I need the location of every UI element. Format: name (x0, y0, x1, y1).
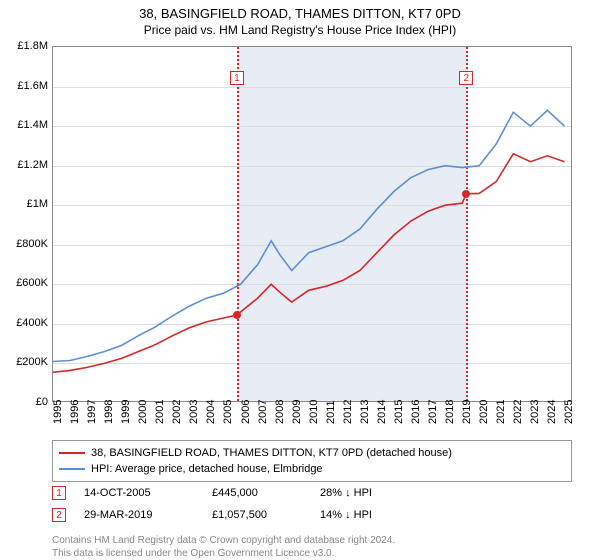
x-axis-label: 2018 (444, 400, 456, 424)
x-axis-label: 2007 (257, 400, 269, 424)
x-axis-label: 2005 (222, 400, 234, 424)
chart-area: 12 £0£200K£400K£600K£800K£1M£1.2M£1.4M£1… (52, 46, 572, 402)
footer: Contains HM Land Registry data © Crown c… (52, 534, 395, 560)
legend-swatch (59, 468, 85, 470)
sale-row: 2 29-MAR-2019 £1,057,500 14% ↓ HPI (52, 508, 572, 522)
sale-price: £1,057,500 (212, 509, 302, 521)
series-line (53, 110, 565, 361)
x-axis-label: 2010 (308, 400, 320, 424)
x-axis-label: 2013 (359, 400, 371, 424)
plot-region: 12 (52, 46, 572, 402)
chart-title: 38, BASINGFIELD ROAD, THAMES DITTON, KT7… (0, 6, 600, 21)
legend: 38, BASINGFIELD ROAD, THAMES DITTON, KT7… (52, 440, 572, 482)
chart-subtitle: Price paid vs. HM Land Registry's House … (0, 23, 600, 37)
x-axis-label: 2017 (427, 400, 439, 424)
legend-label: HPI: Average price, detached house, Elmb… (91, 463, 323, 475)
x-axis-label: 2011 (325, 400, 337, 424)
x-axis-label: 2001 (154, 400, 166, 424)
y-axis-label: £400K (0, 317, 48, 329)
x-axis-label: 2009 (291, 400, 303, 424)
title-block: 38, BASINGFIELD ROAD, THAMES DITTON, KT7… (0, 0, 600, 37)
x-axis-label: 2016 (410, 400, 422, 424)
x-axis-label: 2003 (188, 400, 200, 424)
x-axis-label: 1996 (69, 400, 81, 424)
legend-item: HPI: Average price, detached house, Elmb… (59, 461, 565, 477)
x-axis-label: 2020 (478, 400, 490, 424)
y-axis-label: £1.6M (0, 80, 48, 92)
y-axis-label: £1.8M (0, 40, 48, 52)
x-axis-label: 2000 (137, 400, 149, 424)
sale-row: 1 14-OCT-2005 £445,000 28% ↓ HPI (52, 486, 572, 500)
x-axis-label: 2002 (171, 400, 183, 424)
legend-swatch (59, 452, 85, 454)
sale-delta: 14% ↓ HPI (320, 509, 430, 521)
y-axis-label: £1.2M (0, 159, 48, 171)
x-axis-label: 2008 (274, 400, 286, 424)
x-axis-label: 1999 (120, 400, 132, 424)
chart-container: 38, BASINGFIELD ROAD, THAMES DITTON, KT7… (0, 0, 600, 560)
y-axis-label: £800K (0, 238, 48, 250)
x-axis-label: 2025 (563, 400, 575, 424)
legend-item: 38, BASINGFIELD ROAD, THAMES DITTON, KT7… (59, 445, 565, 461)
series-line (53, 154, 565, 372)
x-axis-label: 2023 (529, 400, 541, 424)
sale-marker-box: 2 (52, 508, 66, 522)
series-lines (53, 47, 573, 403)
legend-label: 38, BASINGFIELD ROAD, THAMES DITTON, KT7… (91, 447, 452, 459)
x-axis-label: 2021 (495, 400, 507, 424)
y-axis-label: £600K (0, 277, 48, 289)
sale-date: 14-OCT-2005 (84, 487, 194, 499)
y-axis-label: £1M (0, 198, 48, 210)
sale-marker-box: 1 (52, 486, 66, 500)
sale-delta: 28% ↓ HPI (320, 487, 430, 499)
x-axis-label: 2004 (205, 400, 217, 424)
x-axis-label: 1998 (103, 400, 115, 424)
x-axis-label: 1997 (86, 400, 98, 424)
y-axis-label: £0 (0, 396, 48, 408)
x-axis-label: 2012 (342, 400, 354, 424)
footer-line: Contains HM Land Registry data © Crown c… (52, 534, 395, 547)
x-axis-label: 2015 (393, 400, 405, 424)
x-axis-label: 2022 (512, 400, 524, 424)
x-axis-label: 1995 (52, 400, 64, 424)
y-axis-label: £200K (0, 356, 48, 368)
x-axis-label: 2014 (376, 400, 388, 424)
sale-date: 29-MAR-2019 (84, 509, 194, 521)
footer-line: This data is licensed under the Open Gov… (52, 547, 395, 560)
sale-price: £445,000 (212, 487, 302, 499)
x-axis-label: 2019 (461, 400, 473, 424)
x-axis-label: 2006 (240, 400, 252, 424)
y-axis-label: £1.4M (0, 119, 48, 131)
x-axis-label: 2024 (546, 400, 558, 424)
